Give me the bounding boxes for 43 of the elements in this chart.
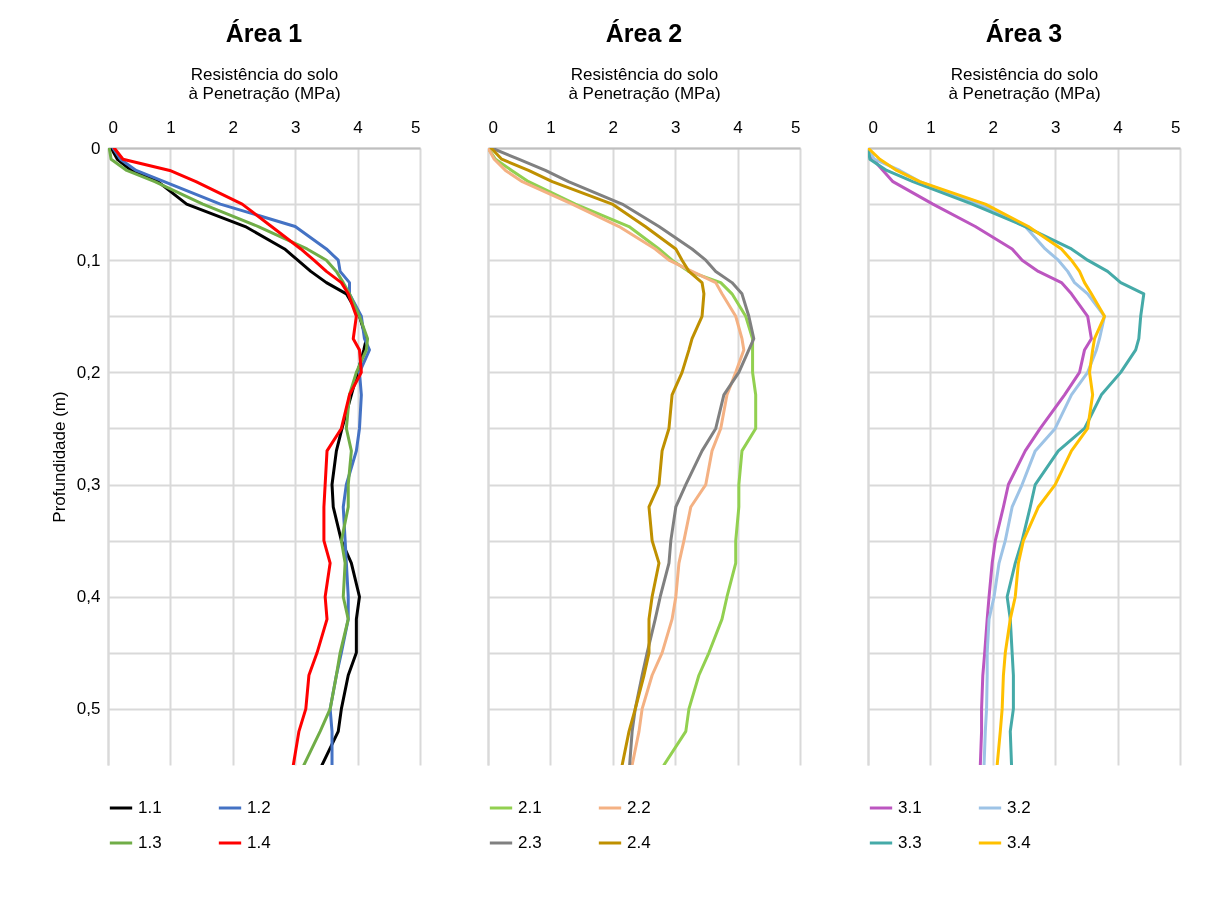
y-axis-title: Profundidade (m) [49, 391, 69, 523]
legend-label: 2.1 [518, 798, 542, 817]
x-axis-title: Resistência do solo à Penetração (MPa) [568, 64, 721, 103]
x-tick-label: 3 [1050, 117, 1061, 137]
legend-label: 1.3 [138, 833, 162, 852]
x-tick-label: 2 [608, 117, 619, 137]
x-tick-label: 2 [988, 117, 999, 137]
x-tick-label: 5 [791, 117, 801, 137]
legend-label: 1.2 [247, 798, 271, 817]
x-tick-label: 1 [926, 117, 936, 137]
chart-title: Área 3 [985, 19, 1063, 47]
legend-label: 3.2 [1007, 798, 1031, 817]
y-tick-label: 0,2 [76, 362, 101, 382]
legend-label: 3.3 [898, 833, 922, 852]
x-tick-label: 0 [488, 117, 498, 137]
y-tick-label: 0,1 [76, 250, 101, 270]
x-axis-title: Resistência do solo à Penetração (MPa) [948, 64, 1101, 103]
x-tick-label: 4 [733, 117, 743, 137]
x-tick-label: 1 [546, 117, 556, 137]
x-tick-label: 5 [411, 117, 421, 137]
y-tick-label: 0,4 [76, 587, 101, 607]
chart-title: Área 2 [605, 19, 683, 47]
x-tick-label: 0 [868, 117, 878, 137]
y-tick-label: 0,3 [76, 475, 101, 495]
legend-label: 3.1 [898, 798, 922, 817]
x-tick-label: 4 [353, 117, 363, 137]
legend-label: 2.3 [518, 833, 542, 852]
legend-label: 2.4 [627, 833, 651, 852]
x-tick-label: 3 [670, 117, 681, 137]
x-tick-label: 2 [228, 117, 239, 137]
legend-label: 1.4 [247, 833, 271, 852]
legend-label: 3.4 [1007, 833, 1031, 852]
y-tick-label: 0 [91, 138, 101, 158]
x-tick-label: 4 [1113, 117, 1123, 137]
x-tick-label: 0 [108, 117, 118, 137]
y-tick-label: 0,5 [76, 699, 101, 719]
x-tick-label: 5 [1171, 117, 1181, 137]
x-tick-label: 3 [290, 117, 301, 137]
legend-label: 2.2 [627, 798, 651, 817]
x-axis-title: Resistência do solo à Penetração (MPa) [188, 64, 341, 103]
chart-title: Área 1 [225, 19, 303, 47]
legend-label: 1.1 [138, 798, 162, 817]
x-tick-label: 1 [166, 117, 176, 137]
